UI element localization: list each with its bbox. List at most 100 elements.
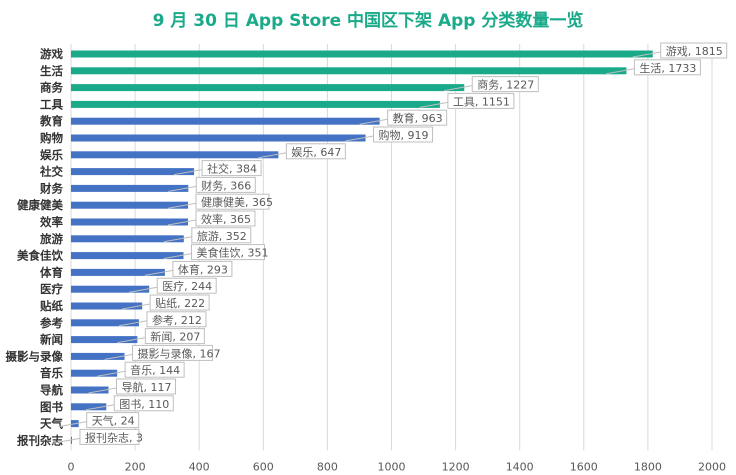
leader-line xyxy=(58,421,87,428)
category-label: 工具 xyxy=(40,97,63,111)
leader-line xyxy=(117,337,146,344)
data-label: 生活, 1733 xyxy=(639,61,696,75)
data-label: 美食佳饮, 351 xyxy=(196,246,268,260)
leader-line xyxy=(359,118,388,125)
data-label-box xyxy=(195,193,270,210)
data-label: 贴纸, 222 xyxy=(155,296,205,310)
data-label-box xyxy=(191,227,252,244)
data-label: 摄影与录像, 167 xyxy=(138,346,221,360)
bar xyxy=(71,268,165,276)
data-label-box xyxy=(195,210,256,227)
leader-line xyxy=(345,135,374,142)
data-label: 效率, 365 xyxy=(201,212,251,226)
data-label-box xyxy=(115,378,176,395)
category-label: 新闻 xyxy=(40,333,63,347)
leader-line xyxy=(129,286,158,293)
data-label-box xyxy=(149,294,210,311)
leader-line xyxy=(419,101,448,108)
leader-line xyxy=(51,437,81,444)
bar xyxy=(71,336,138,344)
leader-line xyxy=(144,269,173,276)
x-tick-label: 1000 xyxy=(378,460,406,473)
bar xyxy=(71,100,440,108)
x-tick-label: 1400 xyxy=(506,460,534,473)
category-label: 游戏 xyxy=(40,47,63,61)
x-tick-label: 2000 xyxy=(698,460,726,473)
category-label: 财务 xyxy=(39,181,63,195)
bar xyxy=(71,84,465,92)
x-tick-label: 200 xyxy=(125,460,146,473)
leader-line xyxy=(122,303,151,310)
data-label-box xyxy=(660,42,728,59)
leader-line xyxy=(168,185,197,192)
category-label: 教育 xyxy=(39,114,63,128)
leader-line xyxy=(167,202,197,209)
category-label: 报刊杂志 xyxy=(17,433,63,447)
data-label-box xyxy=(132,344,214,361)
data-label-box xyxy=(195,176,256,193)
data-label-box xyxy=(124,361,185,378)
data-label: 健康健美, 365 xyxy=(201,195,273,209)
bar xyxy=(71,168,195,176)
category-label: 音乐 xyxy=(40,366,63,380)
category-label: 医疗 xyxy=(40,282,63,296)
category-label: 娱乐 xyxy=(40,148,63,162)
category-label: 天气 xyxy=(40,417,63,431)
bar xyxy=(71,218,188,226)
data-label-box xyxy=(190,244,265,261)
data-label: 工具, 1151 xyxy=(453,95,510,108)
bar xyxy=(71,403,107,411)
leader-line xyxy=(632,51,661,58)
data-label-box xyxy=(471,76,539,93)
chart-title: 9 月 30 日 App Store 中国区下架 App 分类数量一览 xyxy=(152,11,584,31)
category-label: 购物 xyxy=(40,131,63,145)
data-label: 社交, 384 xyxy=(207,162,257,176)
data-label-box xyxy=(79,428,140,445)
leader-line xyxy=(163,253,192,260)
data-label-box xyxy=(156,277,217,294)
data-label-box xyxy=(146,311,207,328)
data-label: 财务, 366 xyxy=(201,178,251,192)
data-label: 教育, 963 xyxy=(393,111,443,125)
bar xyxy=(71,319,139,327)
data-label-box xyxy=(86,412,140,429)
data-label: 医疗, 244 xyxy=(162,279,212,293)
data-label-box xyxy=(172,260,233,277)
category-label: 商务 xyxy=(40,81,63,95)
category-label: 参考 xyxy=(39,316,63,330)
bar xyxy=(71,235,184,243)
bar xyxy=(71,117,380,125)
bar xyxy=(71,285,150,293)
category-label: 旅游 xyxy=(40,232,63,246)
data-label-box xyxy=(373,126,434,143)
x-tick-label: 1200 xyxy=(442,460,470,473)
bar xyxy=(71,134,366,142)
bar xyxy=(71,184,189,192)
leader-line xyxy=(167,219,197,226)
category-label: 生活 xyxy=(40,64,63,78)
leader-line xyxy=(104,353,133,360)
data-label: 天气, 24 xyxy=(92,414,135,428)
category-label: 图书 xyxy=(40,400,63,414)
data-label: 新闻, 207 xyxy=(150,330,200,344)
data-label-box xyxy=(387,109,448,126)
leader-line xyxy=(118,320,148,327)
bar xyxy=(71,151,279,159)
x-tick-label: 400 xyxy=(189,460,210,473)
leader-line xyxy=(163,236,192,243)
data-label: 娱乐, 647 xyxy=(291,145,341,159)
bar xyxy=(71,369,118,377)
data-label: 导航, 117 xyxy=(121,380,171,394)
x-tick-label: 800 xyxy=(317,460,338,473)
leader-line xyxy=(606,68,635,75)
data-label: 报刊杂志, 3 xyxy=(85,430,143,444)
category-label: 导航 xyxy=(40,383,63,397)
category-label: 贴纸 xyxy=(39,299,63,313)
data-label: 图书, 110 xyxy=(119,398,169,411)
data-label: 参考, 212 xyxy=(152,313,202,327)
category-label: 效率 xyxy=(40,215,63,229)
bar xyxy=(71,386,109,394)
category-label: 美食佳饮 xyxy=(17,249,63,263)
data-label-box xyxy=(447,92,515,109)
data-label-box xyxy=(201,160,262,177)
